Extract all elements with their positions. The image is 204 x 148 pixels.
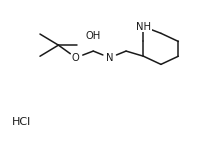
Text: HCl: HCl (12, 117, 31, 127)
Text: N: N (105, 53, 113, 63)
Text: OH: OH (85, 30, 100, 41)
Text: NH: NH (135, 22, 150, 32)
Text: O: O (72, 53, 79, 63)
